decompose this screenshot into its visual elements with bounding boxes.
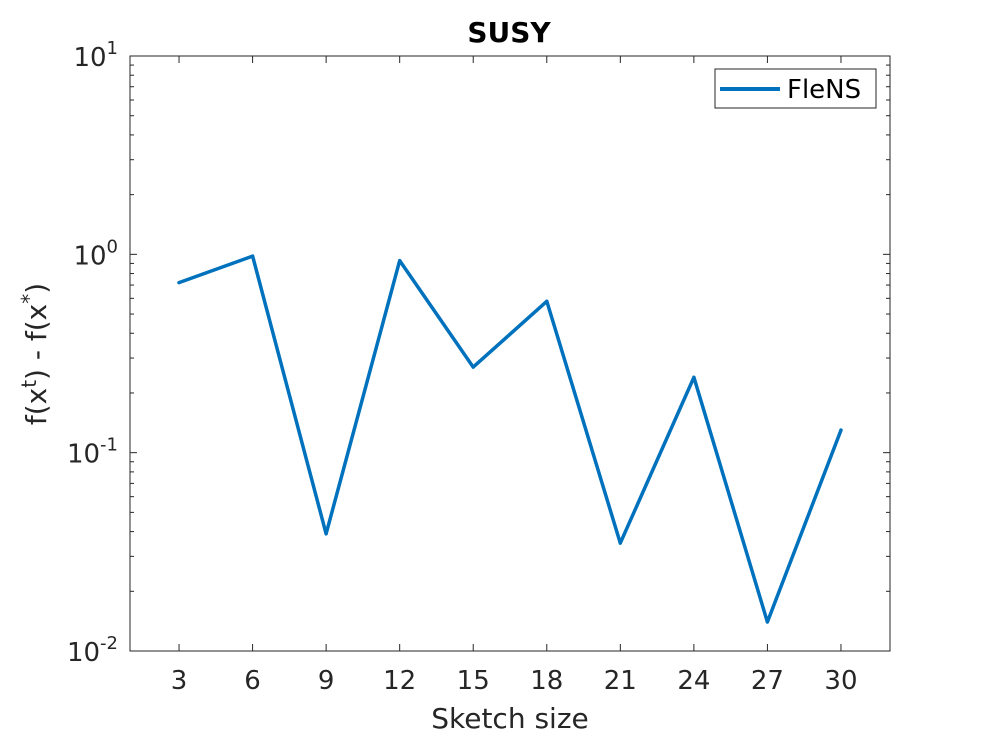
data-point-flens-9 bbox=[324, 532, 328, 536]
y-tick-label-base-1: 10 bbox=[67, 440, 100, 470]
data-point-flens-6 bbox=[250, 254, 255, 258]
y-axis-label: f(xt) - f(x*) bbox=[17, 283, 53, 425]
plot-frame bbox=[129, 55, 891, 652]
series-line-flens bbox=[177, 254, 843, 624]
y-tick-label-exp-1: -1 bbox=[100, 435, 118, 456]
y-tick-label-0: 10-2 bbox=[67, 633, 118, 668]
y-tick-label-exp-2: 0 bbox=[107, 236, 118, 257]
y-tick-label-base-2: 10 bbox=[73, 241, 106, 271]
y-axis-label-sup1: t bbox=[17, 380, 41, 388]
x-tick-label-5: 18 bbox=[530, 666, 563, 696]
legend-label-flens: FleNS bbox=[787, 75, 861, 105]
y-tick-label-base-3: 10 bbox=[73, 43, 106, 73]
y-axis-label-part1: f(x bbox=[20, 388, 53, 425]
series-group bbox=[177, 254, 843, 624]
y-tick-label-base-0: 10 bbox=[67, 638, 100, 668]
x-tick-label-8: 27 bbox=[751, 666, 784, 696]
data-point-flens-24 bbox=[692, 375, 696, 379]
x-tick-label-7: 24 bbox=[677, 666, 710, 696]
x-tick-label-3: 12 bbox=[383, 666, 416, 696]
x-tick-label-0: 3 bbox=[171, 666, 188, 696]
x-tick-label-1: 6 bbox=[244, 666, 261, 696]
x-tick-label-9: 30 bbox=[824, 666, 857, 696]
data-point-flens-21 bbox=[618, 541, 622, 545]
y-axis-label-sup2: * bbox=[17, 294, 41, 304]
chart-title: SUSY bbox=[467, 16, 551, 49]
data-point-flens-27 bbox=[765, 620, 770, 624]
y-tick-label-2: 100 bbox=[73, 236, 118, 271]
y-tick-label-1: 10-1 bbox=[67, 435, 118, 470]
y-tick-label-exp-3: 1 bbox=[107, 38, 118, 59]
x-tick-label-6: 21 bbox=[604, 666, 637, 696]
data-point-flens-12 bbox=[398, 258, 402, 263]
x-axis-label: Sketch size bbox=[431, 702, 589, 735]
y-axis-label-part2: ) - f(x bbox=[20, 304, 53, 380]
x-tick-label-2: 9 bbox=[318, 666, 335, 696]
data-point-flens-18 bbox=[545, 299, 549, 303]
legend: FleNS bbox=[714, 68, 877, 109]
y-axis-label-part3: ) bbox=[20, 283, 53, 294]
y-tick-label-exp-0: -2 bbox=[100, 633, 118, 654]
x-tick-label-4: 15 bbox=[457, 666, 490, 696]
x-tick-group: 3 6 9 12 15 18 21 24 27 30 bbox=[171, 56, 858, 696]
y-tick-label-3: 101 bbox=[73, 38, 118, 73]
data-point-flens-15 bbox=[471, 365, 475, 369]
data-point-flens-30 bbox=[839, 428, 843, 432]
data-point-flens-3 bbox=[177, 281, 181, 285]
